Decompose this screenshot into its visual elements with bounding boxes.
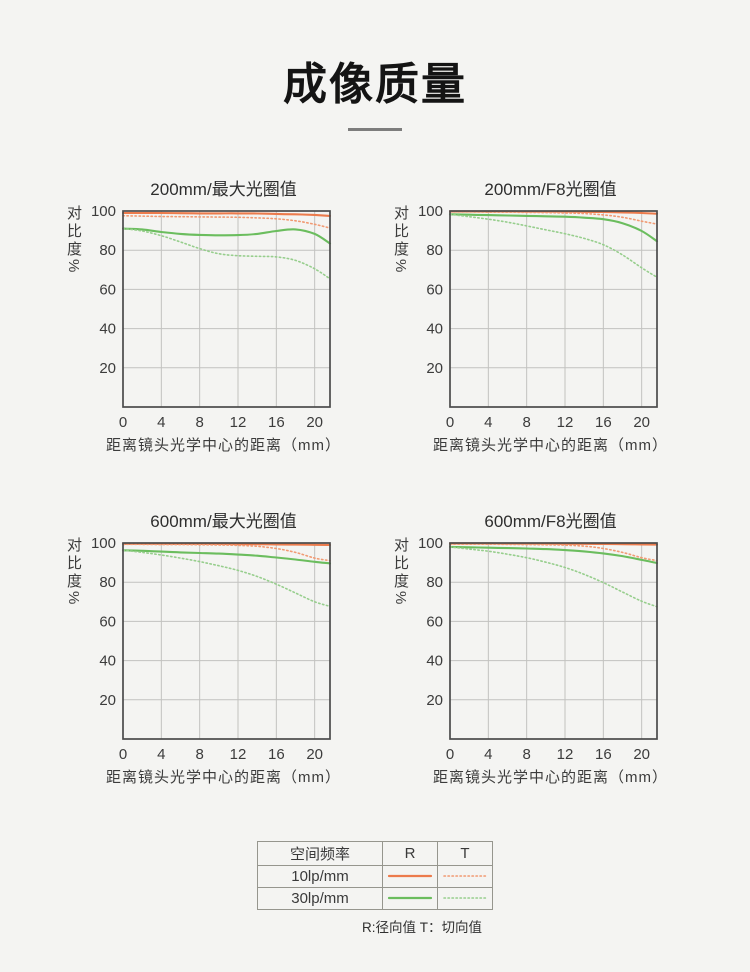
- chart-title: 200mm/最大光圈值: [150, 180, 297, 199]
- svg-text:0: 0: [119, 414, 127, 431]
- svg-text:20: 20: [306, 414, 323, 431]
- svg-text:16: 16: [268, 414, 285, 431]
- mtf-charts-grid: 200mm/最大光圈值 对比度% 20 40 60 80 100 0 4 8 12 16 20 距离…: [61, 175, 689, 787]
- chart-panel-600mm-f8: 600mm/F8光圈值 对比度% 20 40 60 80 100 0 4 8 12 16 20 距离…: [388, 507, 689, 787]
- chart-title: 200mm/F8光圈值: [484, 180, 617, 199]
- chart-canvas: 20 40 60 80 100 0 4 8 12 16 20: [91, 205, 332, 431]
- legend-label-10lpmm: 10lp/mm: [257, 865, 383, 888]
- svg-text:4: 4: [484, 746, 492, 763]
- chart-panel-200mm-f8: 200mm/F8光圈值 对比度% 20 40 60 80 100 0 4 8 12 16 20 距离…: [388, 175, 689, 455]
- plot-row: 对比度% 20 40 60 80 100 0 4 8 12 16 20: [61, 537, 362, 765]
- page-title: 成像质量: [283, 60, 467, 109]
- legend-swatch-30-r: [382, 887, 438, 910]
- svg-text:20: 20: [633, 746, 650, 763]
- svg-text:20: 20: [99, 360, 116, 377]
- legend-swatch-30-t: [437, 887, 493, 910]
- legend-swatch-10-r: [382, 865, 438, 888]
- chart-canvas: 20 40 60 80 100 0 4 8 12 16 20: [91, 537, 332, 763]
- legend: 空间频率 R T 10lp/mm 30lp/mm R:径向值 T：切向值: [0, 841, 750, 936]
- svg-text:16: 16: [595, 746, 612, 763]
- chart-panel-200mm-max: 200mm/最大光圈值 对比度% 20 40 60 80 100 0 4 8 12 16 20 距离…: [61, 175, 362, 455]
- x-axis-label: 距离镜头光学中心的距离（mm）: [106, 769, 341, 786]
- legend-label-30lpmm: 30lp/mm: [257, 887, 383, 910]
- y-axis-label: 对比度%: [392, 205, 409, 276]
- svg-text:60: 60: [426, 613, 443, 630]
- plot-row: 对比度% 20 40 60 80 100 0 4 8 12 16 20: [61, 205, 362, 433]
- y-axis-label: 对比度%: [392, 537, 409, 608]
- svg-text:60: 60: [99, 281, 116, 298]
- svg-text:4: 4: [484, 414, 492, 431]
- svg-text:4: 4: [157, 746, 165, 763]
- plot-row: 对比度% 20 40 60 80 100 0 4 8 12 16 20: [388, 205, 689, 433]
- svg-text:100: 100: [418, 205, 443, 220]
- svg-text:4: 4: [157, 414, 165, 431]
- svg-text:0: 0: [119, 746, 127, 763]
- svg-text:12: 12: [557, 414, 574, 431]
- legend-row-10lpmm: 10lp/mm: [257, 865, 493, 888]
- svg-text:0: 0: [446, 746, 454, 763]
- x-axis-label: 距离镜头光学中心的距离（mm）: [433, 769, 668, 786]
- plot-row: 对比度% 20 40 60 80 100 0 4 8 12 16 20: [388, 537, 689, 765]
- legend-table: 空间频率 R T 10lp/mm 30lp/mm: [257, 841, 493, 910]
- svg-text:40: 40: [99, 321, 116, 338]
- svg-text:80: 80: [99, 574, 116, 591]
- svg-text:60: 60: [99, 613, 116, 630]
- svg-text:20: 20: [633, 414, 650, 431]
- svg-text:20: 20: [99, 692, 116, 709]
- svg-text:40: 40: [426, 321, 443, 338]
- svg-text:8: 8: [522, 414, 530, 431]
- svg-text:20: 20: [426, 360, 443, 377]
- svg-text:12: 12: [230, 414, 247, 431]
- chart-canvas: 20 40 60 80 100 0 4 8 12 16 20: [418, 205, 659, 431]
- svg-text:16: 16: [595, 414, 612, 431]
- svg-text:8: 8: [195, 414, 203, 431]
- x-axis-label: 距离镜头光学中心的距离（mm）: [433, 437, 668, 454]
- svg-text:16: 16: [268, 746, 285, 763]
- legend-swatch-10-t: [437, 865, 493, 888]
- svg-text:80: 80: [99, 242, 116, 259]
- y-axis-label: 对比度%: [65, 205, 82, 276]
- legend-header-row: 空间频率 R T: [257, 841, 493, 866]
- svg-text:80: 80: [426, 574, 443, 591]
- x-axis-label: 距离镜头光学中心的距离（mm）: [106, 437, 341, 454]
- svg-text:80: 80: [426, 242, 443, 259]
- chart-title: 600mm/最大光圈值: [150, 512, 297, 531]
- legend-header-t: T: [437, 841, 493, 866]
- svg-text:100: 100: [91, 537, 116, 552]
- svg-text:100: 100: [91, 205, 116, 220]
- legend-row-30lpmm: 30lp/mm: [257, 887, 493, 910]
- svg-text:20: 20: [426, 692, 443, 709]
- svg-text:60: 60: [426, 281, 443, 298]
- legend-note: R:径向值 T：切向值: [362, 920, 482, 935]
- legend-header-frequency: 空间频率: [257, 841, 383, 866]
- svg-text:40: 40: [99, 653, 116, 670]
- svg-text:20: 20: [306, 746, 323, 763]
- svg-text:8: 8: [522, 746, 530, 763]
- svg-text:8: 8: [195, 746, 203, 763]
- svg-text:12: 12: [230, 746, 247, 763]
- legend-header-r: R: [382, 841, 438, 866]
- page: 成像质量 200mm/最大光圈值 对比度% 20 40 60 80 100 0 4 8 12 16…: [0, 60, 750, 936]
- svg-text:100: 100: [418, 537, 443, 552]
- title-underline: [348, 128, 402, 131]
- svg-text:0: 0: [446, 414, 454, 431]
- chart-panel-600mm-max: 600mm/最大光圈值 对比度% 20 40 60 80 100 0 4 8 12 16 20 距离…: [61, 507, 362, 787]
- chart-title: 600mm/F8光圈值: [484, 512, 617, 531]
- svg-text:40: 40: [426, 653, 443, 670]
- y-axis-label: 对比度%: [65, 537, 82, 608]
- chart-canvas: 20 40 60 80 100 0 4 8 12 16 20: [418, 537, 659, 763]
- svg-text:12: 12: [557, 746, 574, 763]
